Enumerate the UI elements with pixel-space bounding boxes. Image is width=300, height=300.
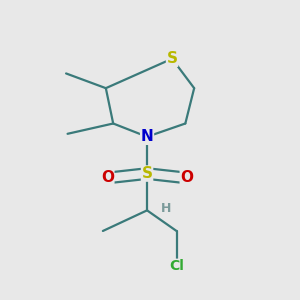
Text: Cl: Cl — [169, 259, 184, 273]
Text: H: H — [161, 202, 171, 215]
Text: N: N — [141, 129, 153, 144]
Text: S: S — [142, 166, 153, 181]
Text: O: O — [180, 170, 193, 185]
Text: O: O — [101, 170, 114, 185]
Text: S: S — [167, 51, 178, 66]
